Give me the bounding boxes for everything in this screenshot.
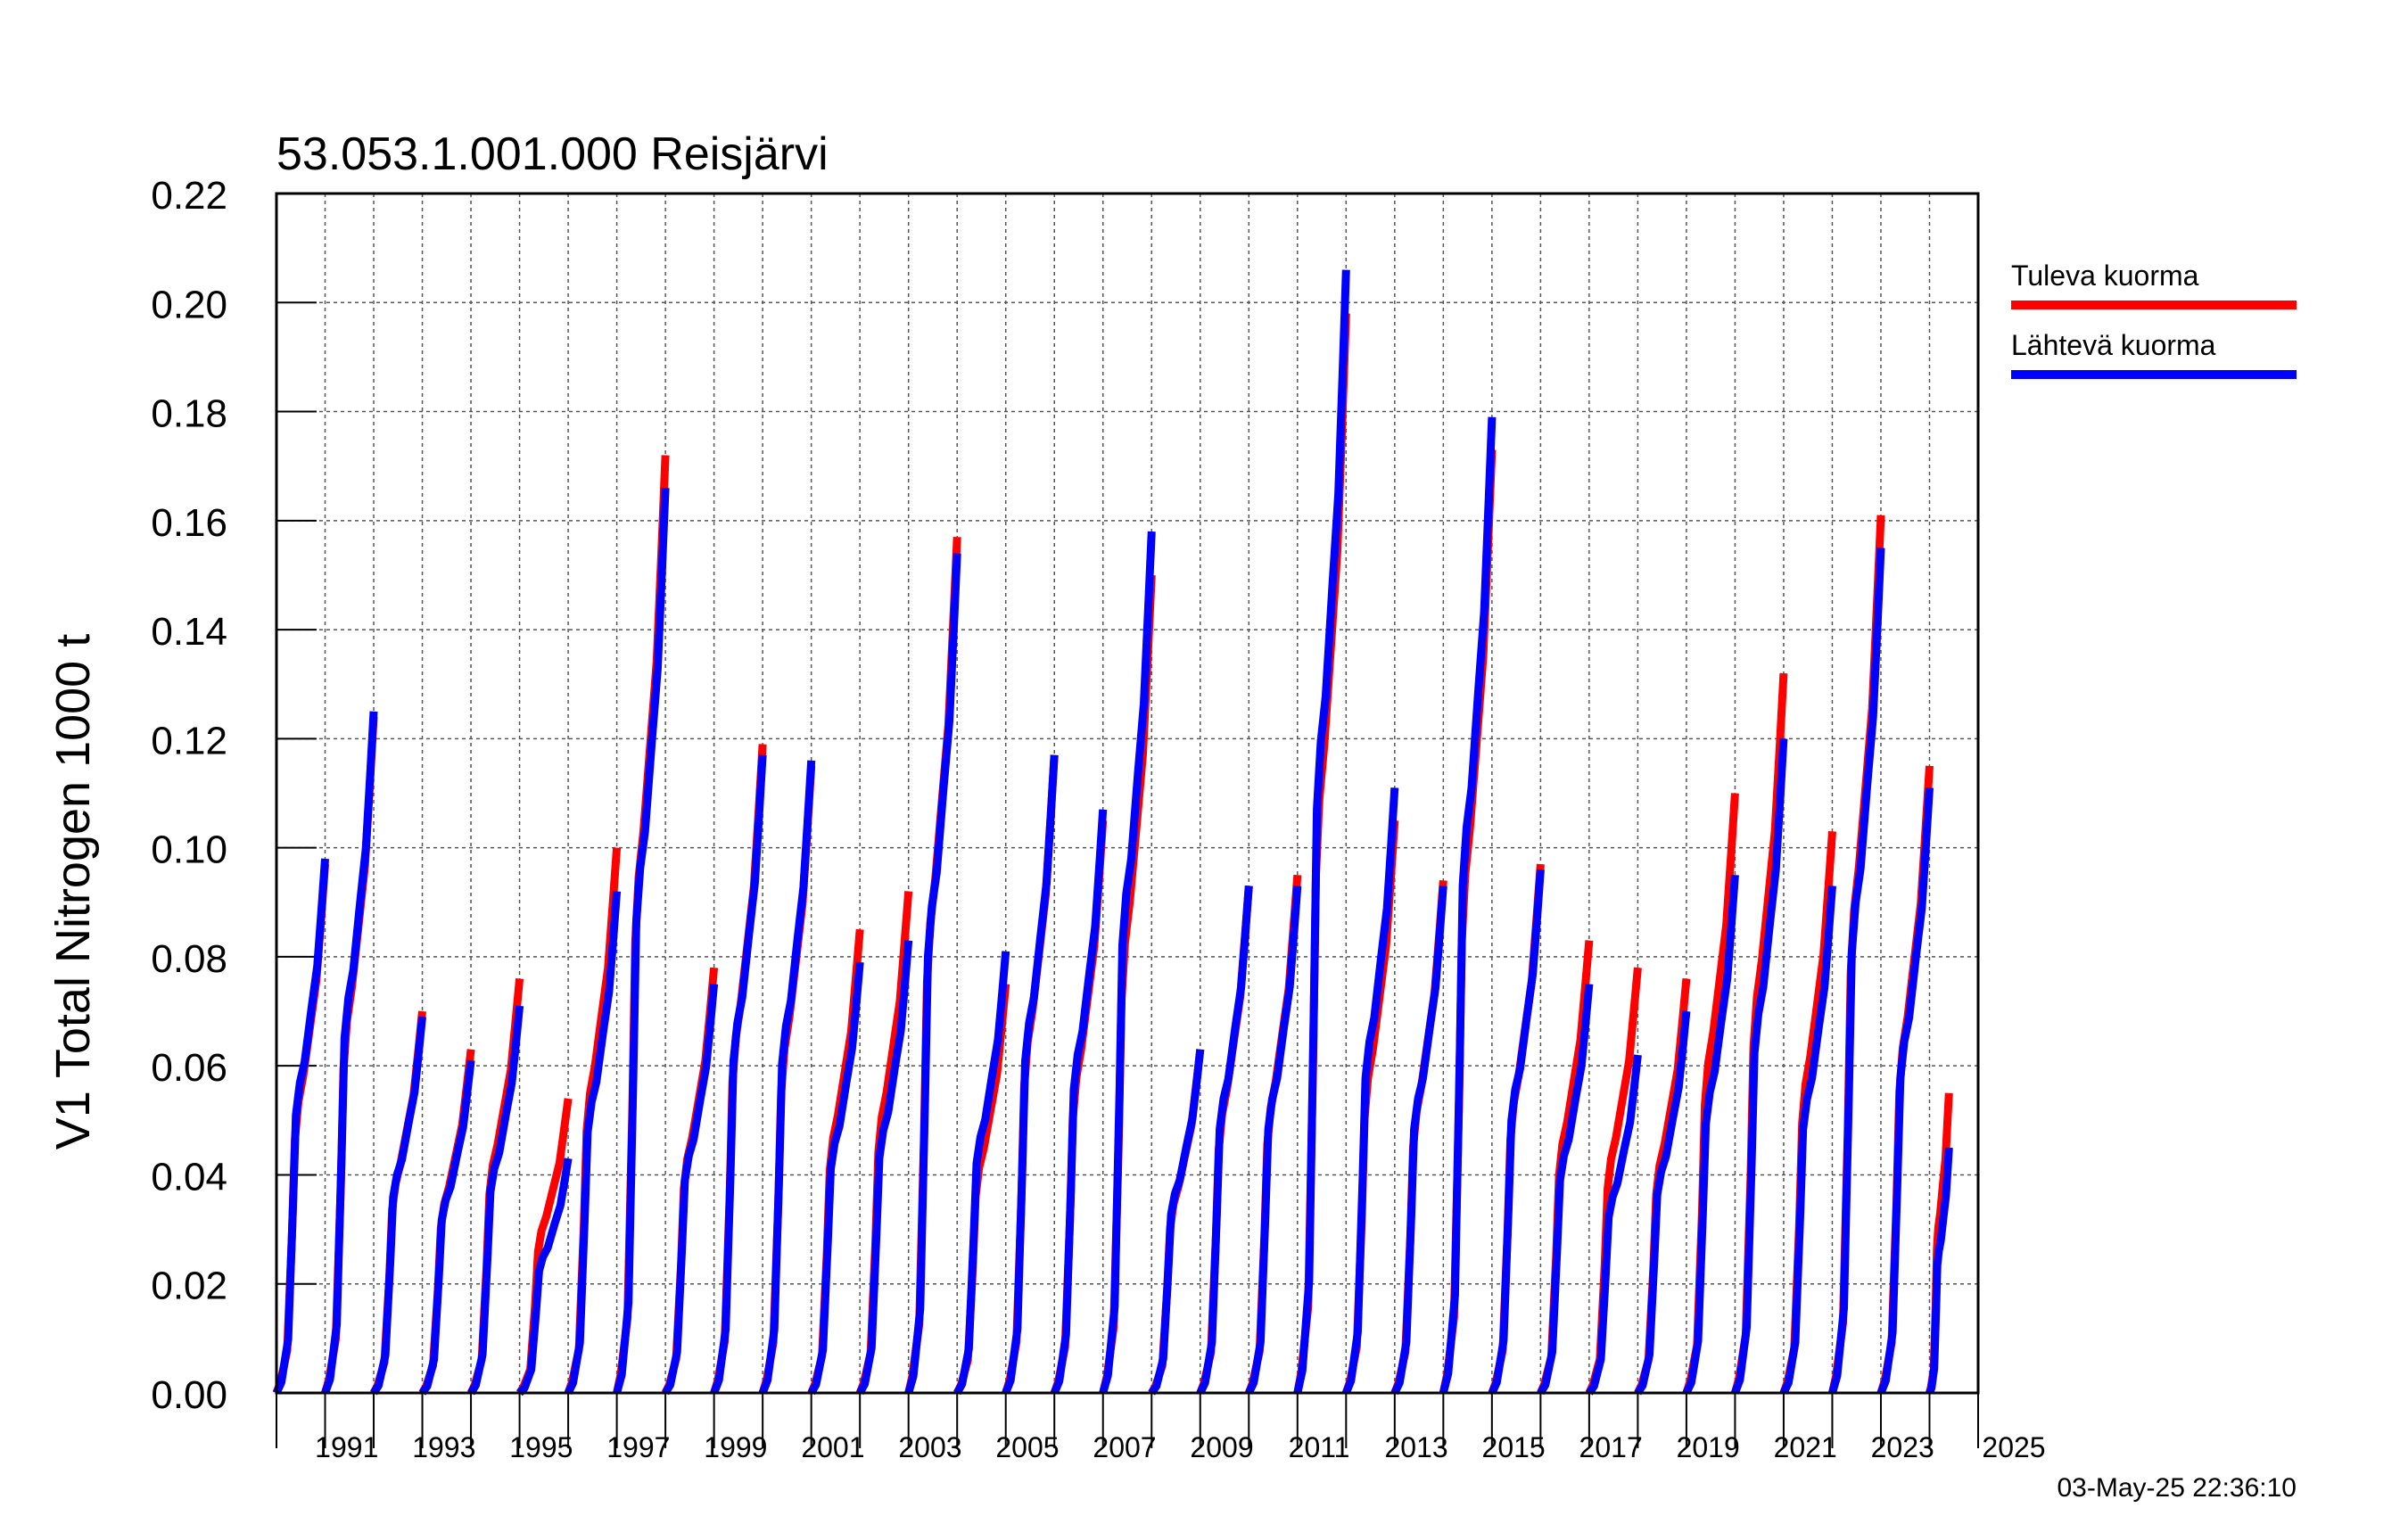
annual-curve <box>1002 754 1059 1395</box>
annual-curve <box>1634 1010 1691 1396</box>
y-tick-label: 0.12 <box>151 719 227 762</box>
annual-curve <box>1876 787 1934 1395</box>
series-lahteva <box>272 269 1953 1397</box>
y-tick-label: 0.20 <box>151 283 227 326</box>
annual-curve <box>321 711 378 1395</box>
axis-ticks: 0.00 0.02 0.04 0.06 0.08 0.10 0.12 0.14 0.16 0.18… <box>151 174 2045 1463</box>
annual-curve <box>1051 809 1108 1395</box>
annual-curve <box>1196 886 1253 1395</box>
y-tick-label: 0.18 <box>151 392 227 436</box>
annual-curve <box>1731 738 1788 1395</box>
x-tick-label: 2003 <box>898 1431 961 1463</box>
series <box>272 269 1953 1397</box>
x-tick-label: 2015 <box>1482 1431 1546 1463</box>
plot-frame <box>275 192 1980 1395</box>
annual-curve <box>953 951 1010 1396</box>
legend-label-lahteva: Lähtevä kuorma <box>2011 329 2216 361</box>
x-tick-label: 2025 <box>1982 1431 2045 1463</box>
annual-curve <box>904 553 961 1395</box>
annual-curve <box>370 1016 426 1396</box>
x-tick-label: 2001 <box>801 1431 864 1463</box>
y-tick-label: 0.22 <box>151 174 227 218</box>
x-tick-label: 1993 <box>412 1431 475 1463</box>
grid <box>276 194 1978 1393</box>
annual-curve <box>1585 967 1642 1395</box>
x-tick-label: 2019 <box>1677 1431 1740 1463</box>
annual-curve <box>758 760 816 1395</box>
annual-curve <box>856 940 913 1396</box>
annual-curve <box>1586 1054 1642 1396</box>
y-tick-label: 0.16 <box>151 501 227 545</box>
annual-curve <box>1099 531 1156 1395</box>
annual-curve <box>272 858 329 1395</box>
y-tick-label: 0.02 <box>151 1265 227 1308</box>
y-tick-label: 0.00 <box>151 1373 227 1417</box>
chart-title: 53.053.1.001.000 Reisjärvi <box>276 128 829 180</box>
y-tick-label: 0.14 <box>151 610 227 654</box>
annual-curve <box>1828 548 1885 1395</box>
annual-curve <box>467 1005 524 1396</box>
annual-curve <box>1682 874 1739 1395</box>
x-tick-label: 2021 <box>1774 1431 1837 1463</box>
x-tick-label: 2009 <box>1190 1431 1253 1463</box>
annual-curve <box>516 1158 573 1397</box>
x-tick-label: 2013 <box>1384 1431 1447 1463</box>
x-tick-label: 2017 <box>1579 1431 1643 1463</box>
annual-curve <box>1342 787 1399 1395</box>
x-tick-label: 1991 <box>315 1431 378 1463</box>
y-tick-label: 0.04 <box>151 1155 227 1199</box>
annual-curve <box>418 1059 475 1396</box>
annual-curve <box>662 984 719 1396</box>
legend-label-tuleva: Tuleva kuorma <box>2011 260 2199 292</box>
annual-curve <box>1390 886 1447 1395</box>
x-tick-label: 1995 <box>509 1431 573 1463</box>
annual-curve <box>565 891 622 1395</box>
annual-curve <box>1439 416 1497 1395</box>
x-tick-label: 1999 <box>704 1431 767 1463</box>
legend: Tuleva kuorma Lähtevä kuorma <box>2011 260 2297 379</box>
annual-curve <box>1537 984 1594 1396</box>
annual-curve <box>1293 269 1350 1394</box>
x-tick-label: 1997 <box>606 1431 670 1463</box>
annual-curve <box>1148 1049 1205 1396</box>
annual-curve <box>1245 886 1302 1395</box>
y-tick-label: 0.10 <box>151 828 227 872</box>
annual-curve <box>1488 869 1545 1395</box>
annual-curve <box>515 1098 573 1396</box>
y-tick-label: 0.06 <box>151 1046 227 1090</box>
x-tick-label: 2007 <box>1093 1431 1156 1463</box>
y-axis-label: V1 Total Nitrogen 1000 t <box>46 634 100 1149</box>
x-tick-label: 2011 <box>1289 1431 1350 1463</box>
timestamp: 03-May-25 22:36:10 <box>2057 1473 2297 1503</box>
annual-curve <box>1779 886 1836 1395</box>
x-tick-label: 2005 <box>995 1431 1059 1463</box>
annual-curve <box>1926 1147 1953 1395</box>
y-tick-label: 0.08 <box>151 937 227 981</box>
annual-curve <box>613 487 670 1395</box>
annual-curve <box>807 961 864 1396</box>
x-tick-label: 2023 <box>1871 1431 1934 1463</box>
annual-curve <box>710 754 767 1395</box>
